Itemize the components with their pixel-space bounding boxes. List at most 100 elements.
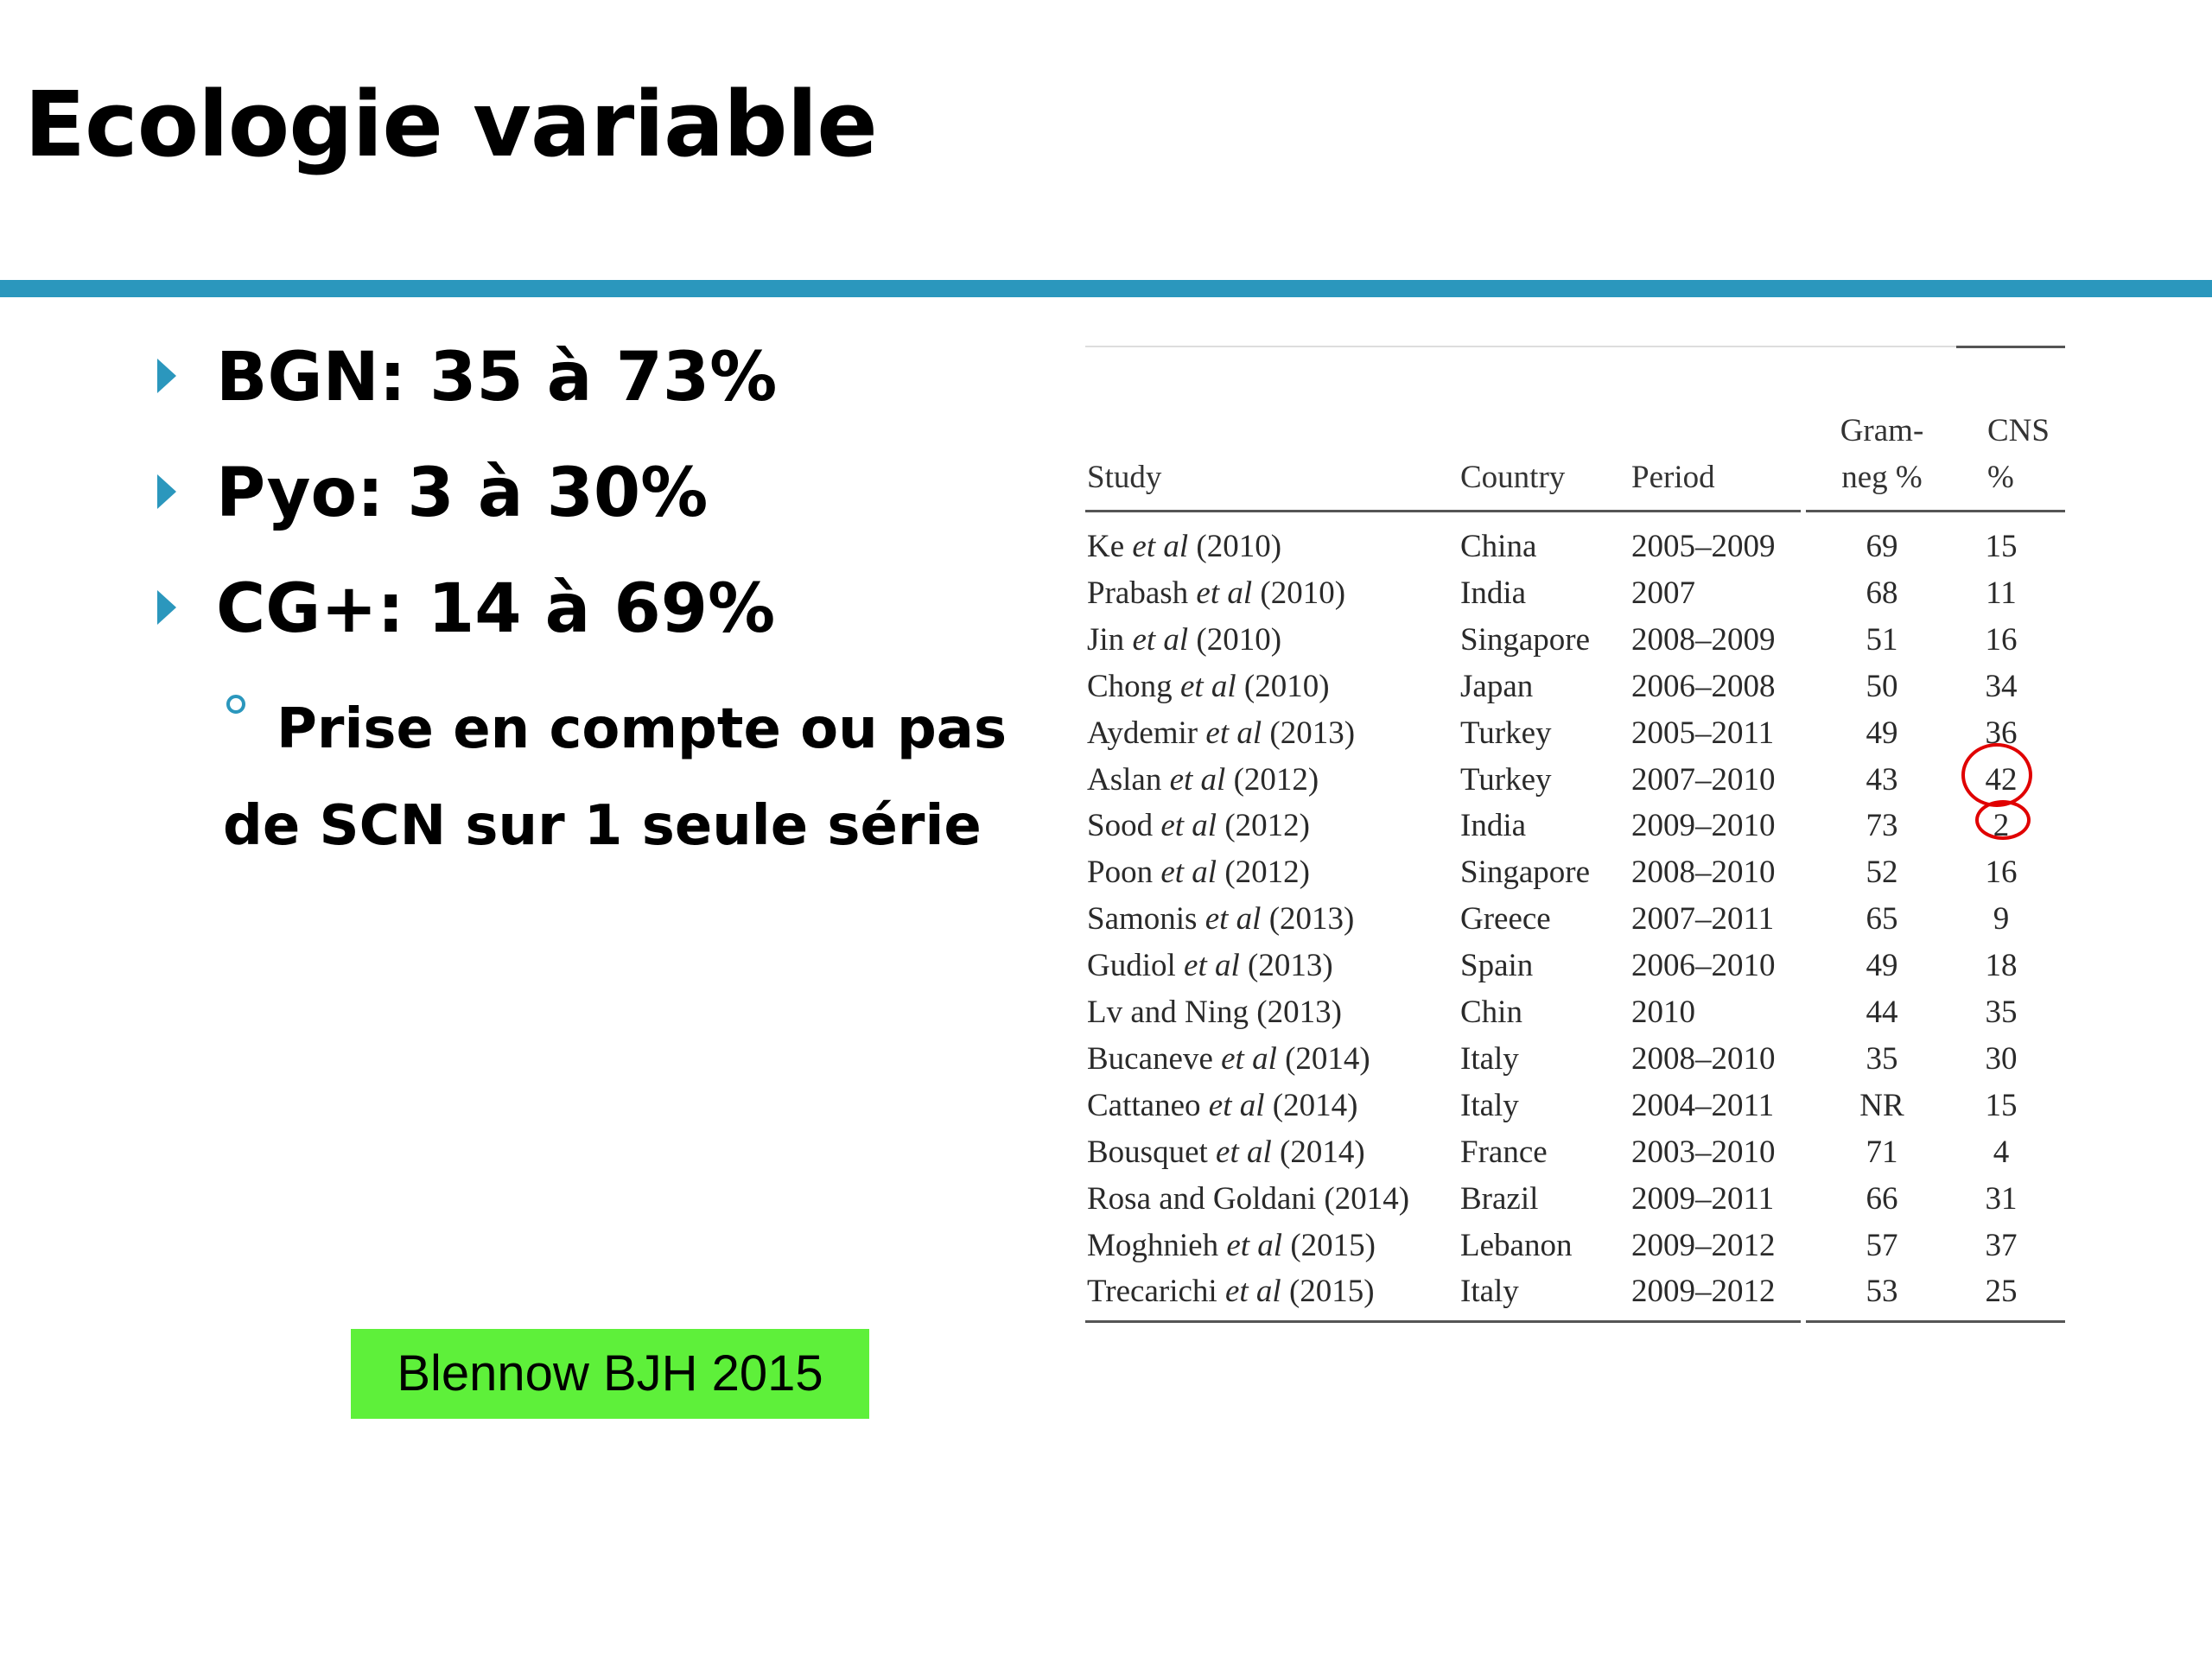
header-period: Period (1631, 460, 1715, 495)
cell-period: 2009–2012 (1631, 1228, 1776, 1263)
study-et-al: et al (1216, 1135, 1272, 1170)
cell-study: Jin et al (2010) (1087, 624, 1281, 656)
study-year: (2010) (1196, 529, 1282, 564)
study-author: Ke (1087, 529, 1125, 564)
study-author: Aslan (1087, 762, 1162, 798)
study-author: Prabash (1087, 575, 1189, 611)
cell-gram-neg: 49 (1866, 948, 1898, 983)
cell-country: Lebanon (1460, 1228, 1573, 1263)
cell-study: Trecarichi et al (2015) (1087, 1275, 1375, 1307)
study-author: Samonis (1087, 901, 1198, 937)
study-year: (2013) (1256, 995, 1342, 1030)
study-author: Chong (1087, 669, 1173, 704)
study-author: Jin (1087, 622, 1125, 658)
study-year: (2014) (1280, 1135, 1365, 1170)
study-et-al: et al (1160, 855, 1217, 890)
study-year: (2015) (1290, 1228, 1376, 1263)
bullet-list: BGN: 35 à 73% Pyo: 3 à 30% CG+: 14 à 69% (152, 328, 1016, 676)
study-author: Aydemir (1087, 715, 1198, 751)
study-et-al: et al (1221, 1041, 1277, 1077)
cell-country: Turkey (1460, 762, 1552, 798)
bullet-text: CG+: 14 à 69% (216, 570, 776, 648)
sub-bullet: Prise en compte ou pas de SCN sur 1 seul… (223, 681, 1018, 874)
cell-country: Japan (1460, 669, 1534, 704)
cell-study: Ke et al (2010) (1087, 531, 1281, 563)
cell-gram-neg: 49 (1866, 715, 1898, 751)
cell-gram-neg: 69 (1866, 529, 1898, 564)
header-country: Country (1460, 460, 1566, 495)
cell-country: Chin (1460, 995, 1522, 1030)
cell-study: Chong et al (2010) (1087, 671, 1330, 702)
table-bottom-rule (1085, 1320, 1801, 1323)
study-et-al: et al (1208, 1088, 1265, 1123)
cell-period: 2003–2010 (1631, 1135, 1776, 1170)
cell-period: 2006–2010 (1631, 948, 1776, 983)
study-year: (2010) (1243, 669, 1330, 704)
cell-study: Sood et al (2012) (1087, 810, 1310, 842)
cell-gram-neg: 57 (1866, 1228, 1898, 1263)
cell-country: Brazil (1460, 1181, 1539, 1217)
cell-country: Greece (1460, 901, 1551, 937)
bullet-arrow-icon (157, 359, 176, 393)
cell-study: Aslan et al (2012) (1087, 764, 1319, 796)
study-year: (2010) (1196, 622, 1282, 658)
cell-study: Rosa and Goldani (2014) (1087, 1183, 1409, 1215)
cell-country: Singapore (1460, 622, 1591, 658)
study-et-al: et al (1169, 762, 1226, 798)
cell-period: 2007–2010 (1631, 762, 1776, 798)
cell-gram-neg: NR (1859, 1088, 1904, 1123)
cell-study: Cattaneo et al (2014) (1087, 1090, 1357, 1122)
cell-cns: 16 (1985, 622, 2018, 658)
cell-country: Spain (1460, 948, 1534, 983)
source-badge: Blennow BJH 2015 (351, 1329, 869, 1419)
study-year: (2013) (1269, 715, 1356, 751)
cell-period: 2007–2011 (1631, 901, 1775, 937)
bullet-text: BGN: 35 à 73% (216, 339, 778, 416)
study-year: (2010) (1260, 575, 1346, 611)
header-cns-line2: % (1987, 460, 2014, 495)
study-et-al: et al (1132, 622, 1189, 658)
sub-bullet-circle-icon (226, 695, 245, 714)
study-year: (2014) (1272, 1088, 1358, 1123)
cell-cns: 37 (1985, 1228, 2018, 1263)
cell-gram-neg: 71 (1866, 1135, 1898, 1170)
study-year: (2013) (1248, 948, 1333, 983)
study-author: Cattaneo (1087, 1088, 1201, 1123)
cell-country: China (1460, 529, 1537, 564)
highlight-circle-icon (1975, 800, 2031, 840)
cell-gram-neg: 44 (1866, 995, 1898, 1030)
study-et-al: et al (1226, 1228, 1283, 1263)
bullet-arrow-icon (157, 474, 176, 509)
cell-cns: 11 (1986, 575, 2017, 611)
cell-period: 2008–2009 (1631, 622, 1776, 658)
cell-cns: 15 (1985, 1088, 2018, 1123)
cell-gram-neg: 66 (1866, 1181, 1898, 1217)
cell-cns: 25 (1985, 1274, 2018, 1309)
cell-study: Aydemir et al (2013) (1087, 717, 1355, 749)
slide-title: Ecologie variable (24, 72, 878, 177)
cell-period: 2009–2011 (1631, 1181, 1775, 1217)
cell-country: Italy (1460, 1088, 1519, 1123)
cell-period: 2005–2011 (1631, 715, 1775, 751)
study-et-al: et al (1179, 669, 1236, 704)
study-year: (2012) (1233, 762, 1319, 798)
cell-period: 2005–2009 (1631, 529, 1776, 564)
header-cns-line1: CNS (1987, 413, 2050, 448)
study-author: Rosa and Goldani (1087, 1181, 1317, 1217)
cell-cns: 30 (1985, 1041, 2018, 1077)
study-author: Gudiol (1087, 948, 1176, 983)
study-year: (2014) (1324, 1181, 1410, 1217)
cell-country: India (1460, 575, 1527, 611)
cell-gram-neg: 53 (1866, 1274, 1898, 1309)
cell-study: Bucaneve et al (2014) (1087, 1043, 1370, 1075)
header-study: Study (1087, 460, 1162, 495)
header-gram-neg-line2: neg % (1841, 460, 1923, 495)
cell-period: 2006–2008 (1631, 669, 1776, 704)
study-year: (2015) (1288, 1274, 1375, 1309)
cell-study: Poon et al (2012) (1087, 856, 1310, 888)
cell-cns: 18 (1985, 948, 2018, 983)
study-author: Sood (1087, 808, 1154, 843)
cell-cns: 31 (1985, 1181, 2018, 1217)
bullet-item: BGN: 35 à 73% (152, 328, 1016, 444)
study-table: Study Country Period Gram- neg % CNS % K… (1085, 346, 2065, 1331)
